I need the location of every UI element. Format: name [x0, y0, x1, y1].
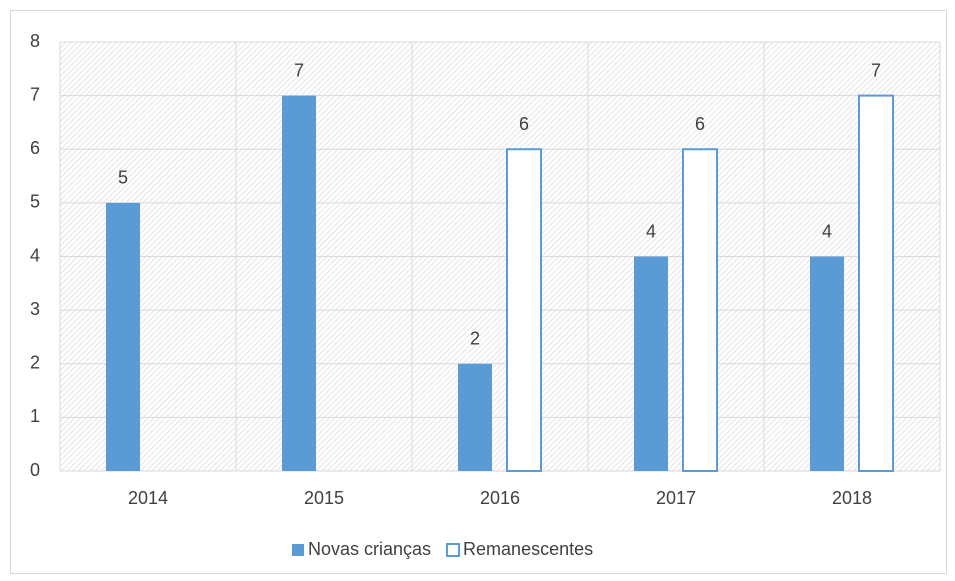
bar: [682, 148, 718, 472]
x-tick-label: 2016: [480, 488, 520, 508]
y-tick-label: 6: [30, 138, 40, 158]
x-tick-label: 2017: [656, 488, 696, 508]
x-tick-label: 2018: [832, 488, 872, 508]
x-tick-label: 2014: [128, 488, 168, 508]
data-label: 6: [519, 114, 529, 134]
y-tick-label: 4: [30, 245, 40, 265]
y-tick-label: 1: [30, 406, 40, 426]
legend-label: Remanescentes: [463, 539, 593, 559]
data-label: 6: [695, 114, 705, 134]
y-tick-label: 0: [30, 460, 40, 480]
bar: [458, 363, 492, 471]
data-label: 5: [118, 168, 128, 188]
bar: [282, 95, 316, 471]
y-tick-label: 7: [30, 84, 40, 104]
bar: [858, 94, 894, 472]
y-tick-label: 2: [30, 353, 40, 373]
legend-label: Novas crianças: [308, 539, 431, 559]
legend-swatch: [292, 544, 304, 556]
bar: [634, 256, 668, 471]
x-tick-label: 2015: [304, 488, 344, 508]
bar: [106, 202, 140, 471]
data-label: 7: [294, 60, 304, 80]
y-tick-label: 5: [30, 192, 40, 212]
legend-swatch: [446, 543, 461, 557]
y-tick-label: 8: [30, 31, 40, 51]
data-label: 4: [646, 221, 656, 241]
data-label: 4: [822, 221, 832, 241]
data-label: 7: [871, 60, 881, 80]
y-tick-label: 3: [30, 299, 40, 319]
bar: [506, 148, 542, 472]
bar: [810, 256, 844, 471]
data-label: 2: [470, 329, 480, 349]
